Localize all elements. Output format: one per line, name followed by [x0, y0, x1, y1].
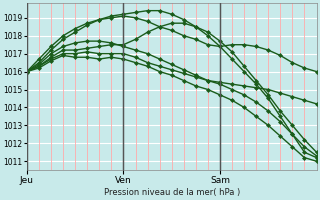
- X-axis label: Pression niveau de la mer( hPa ): Pression niveau de la mer( hPa ): [104, 188, 240, 197]
